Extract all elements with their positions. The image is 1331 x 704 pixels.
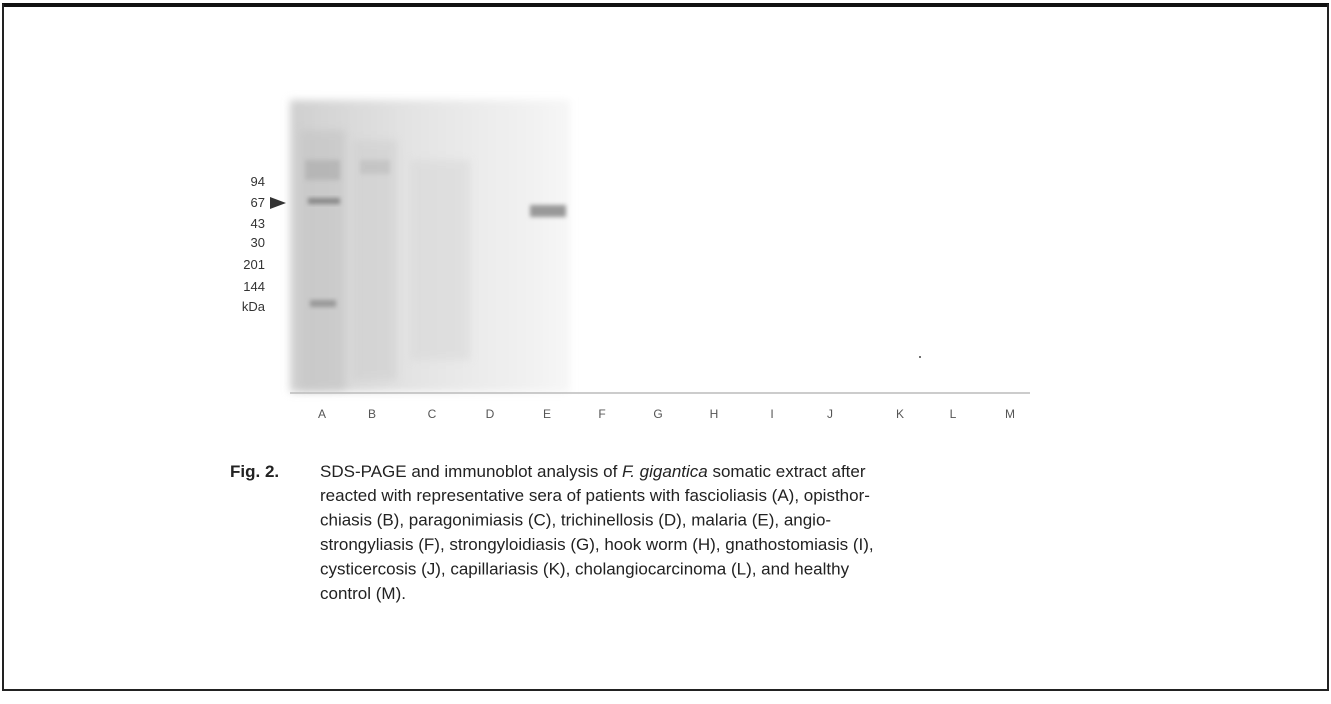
lane-label: D bbox=[486, 407, 495, 421]
lane-label: K bbox=[896, 407, 904, 421]
caption-text: F. gigantica bbox=[622, 462, 708, 481]
marker-label: 144 bbox=[243, 279, 265, 294]
caption-text: SDS-PAGE and immunoblot analysis of bbox=[320, 462, 622, 481]
caption-label: Fig. 2. bbox=[230, 462, 279, 481]
caption-line: control (M). bbox=[320, 584, 406, 603]
marker-label: 201 bbox=[243, 257, 265, 272]
speck bbox=[919, 356, 921, 358]
blot bbox=[290, 100, 570, 392]
lane-label: C bbox=[428, 407, 437, 421]
lane-label: I bbox=[770, 407, 773, 421]
lane-label: M bbox=[1005, 407, 1015, 421]
lane-label: B bbox=[368, 407, 376, 421]
figure: 94 67 43 30 201 144 kDa A B C D E F G H I J K L M Fig. 2. S… bbox=[0, 0, 1331, 699]
caption-line: reacted with representative sera of pati… bbox=[320, 486, 870, 505]
caption-line: SDS-PAGE and immunoblot analysis of F. g… bbox=[320, 462, 866, 481]
lane-label: A bbox=[318, 407, 326, 421]
lane-label: G bbox=[653, 407, 662, 421]
lane-label: H bbox=[710, 407, 719, 421]
lane-label: F bbox=[598, 407, 605, 421]
caption-line: chiasis (B), paragonimiasis (C), trichin… bbox=[320, 511, 831, 530]
marker-label: 94 bbox=[251, 174, 265, 189]
arrow bbox=[270, 197, 286, 209]
page: 94 67 43 30 201 144 kDa A B C D E F G H I J K L M Fig. 2. S… bbox=[0, 0, 1331, 699]
lane-label: J bbox=[827, 407, 833, 421]
marker-label: 30 bbox=[251, 235, 265, 250]
caption-line: cysticercosis (J), capillariasis (K), ch… bbox=[320, 560, 850, 579]
caption-text: somatic extract after bbox=[708, 462, 866, 481]
caption-line: strongyliasis (F), strongyloidiasis (G),… bbox=[320, 535, 874, 554]
lane-label: E bbox=[543, 407, 551, 421]
lane-label: L bbox=[950, 407, 957, 421]
marker-label: 67 bbox=[251, 195, 265, 210]
marker-label: 43 bbox=[251, 216, 265, 231]
marker-label: kDa bbox=[242, 299, 266, 314]
